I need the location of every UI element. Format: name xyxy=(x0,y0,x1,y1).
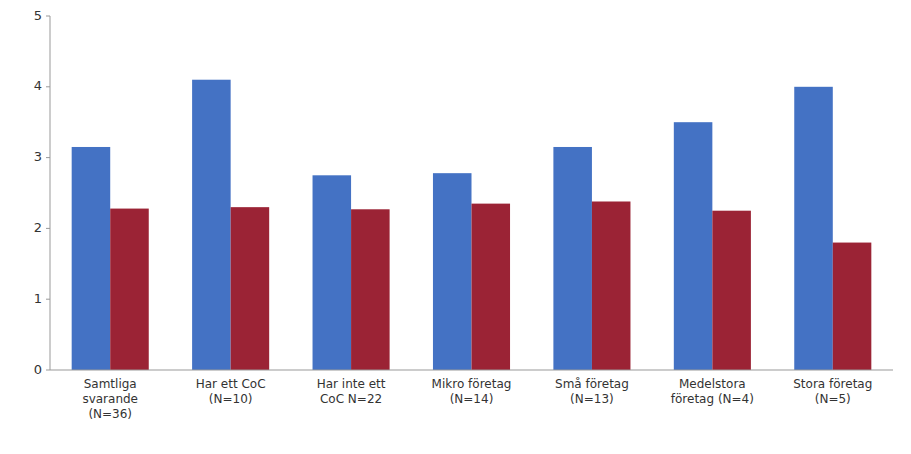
x-tick-label-line: (N=5) xyxy=(815,392,851,406)
x-tick-label-line: (N=14) xyxy=(450,392,494,406)
y-tick xyxy=(46,157,50,158)
y-tick xyxy=(46,370,50,371)
x-tick-label-line: Samtliga xyxy=(84,377,137,391)
bar xyxy=(351,209,390,370)
y-axis-line xyxy=(50,16,51,370)
bar xyxy=(472,204,511,370)
bars xyxy=(72,80,872,370)
bar xyxy=(313,175,352,370)
x-tick-label-line: Mikro företag xyxy=(432,377,512,391)
x-tick-label-line: Har ett CoC xyxy=(196,377,266,391)
x-tick-label-line: CoC N=22 xyxy=(320,392,382,406)
chart-svg: 012345Samtligasvarande(N=36)Har ett CoC(… xyxy=(0,0,911,454)
x-tick-label-line: svarande xyxy=(82,392,138,406)
y-tick-label: 1 xyxy=(34,291,42,306)
y-tick-label: 2 xyxy=(34,220,42,235)
x-tick-label-line: Har inte ett xyxy=(317,377,386,391)
y-tick-label: 5 xyxy=(34,8,42,23)
x-tick-label-line: företag (N=4) xyxy=(671,392,754,406)
bar xyxy=(433,173,472,370)
bar xyxy=(674,122,713,370)
y-tick-label: 3 xyxy=(34,149,42,164)
bar xyxy=(712,211,751,370)
x-tick-label-line: Stora företag xyxy=(793,377,872,391)
x-tick-label-line: (N=10) xyxy=(209,392,253,406)
y-tick xyxy=(46,86,50,87)
x-tick-label-line: (N=36) xyxy=(88,407,132,421)
x-tick-label-line: Medelstora xyxy=(679,377,746,391)
x-tick-label: Små företag(N=13) xyxy=(555,377,629,406)
bar xyxy=(110,209,149,370)
x-tick-label: Mikro företag(N=14) xyxy=(432,377,512,406)
y-tick xyxy=(46,16,50,17)
x-tick-label: Har inte ettCoC N=22 xyxy=(317,377,386,406)
bar xyxy=(231,207,270,370)
x-tick-label: Medelstoraföretag (N=4) xyxy=(671,377,754,406)
bar xyxy=(794,87,833,370)
x-tick-label: Har ett CoC(N=10) xyxy=(196,377,266,406)
bar xyxy=(72,147,111,370)
y-tick-label: 4 xyxy=(34,78,42,93)
x-tick-label: Stora företag(N=5) xyxy=(793,377,872,406)
x-axis-line xyxy=(50,370,893,371)
bar xyxy=(553,147,592,370)
y-tick xyxy=(46,228,50,229)
x-tick-label-line: (N=13) xyxy=(570,392,614,406)
bar xyxy=(592,201,631,370)
bar xyxy=(833,243,872,370)
x-tick-label: Samtligasvarande(N=36) xyxy=(82,377,138,421)
x-tick-label-line: Små företag xyxy=(555,377,629,391)
bar xyxy=(192,80,231,370)
y-tick-label: 0 xyxy=(34,362,42,377)
y-tick xyxy=(46,299,50,300)
chart-container: 012345Samtligasvarande(N=36)Har ett CoC(… xyxy=(0,0,911,454)
